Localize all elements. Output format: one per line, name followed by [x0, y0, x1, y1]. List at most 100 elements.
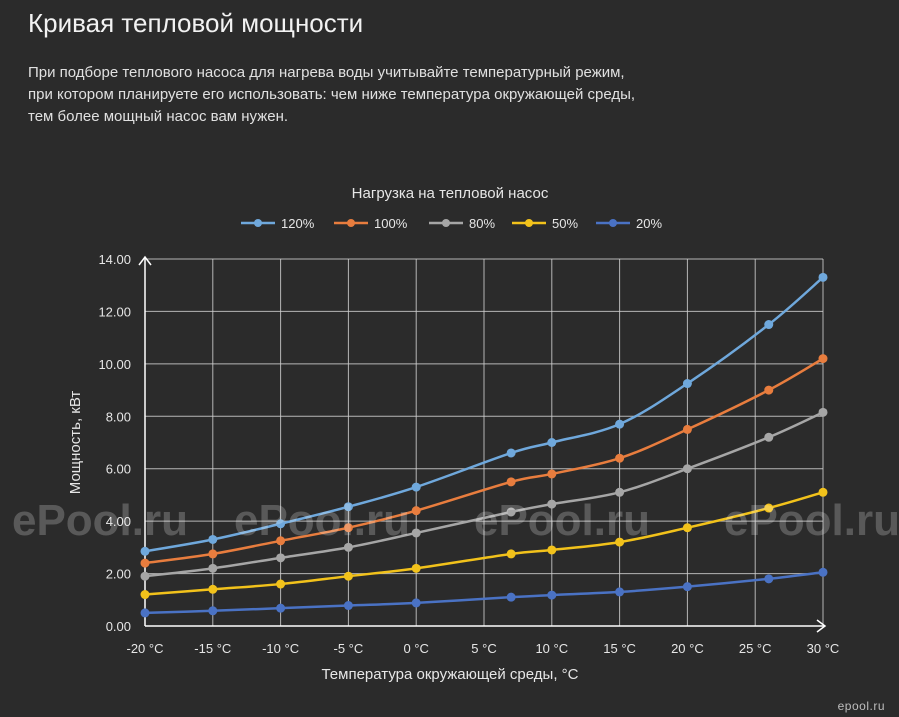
x-tick-label: -10 °C	[262, 641, 299, 656]
x-tick-label: -5 °C	[334, 641, 364, 656]
y-tick-label: 14.00	[98, 252, 131, 267]
intro-line: при котором планируете его использовать:…	[28, 86, 636, 103]
x-tick-label: 25 °C	[739, 641, 772, 656]
x-axis-arrow	[816, 619, 827, 633]
data-point	[140, 571, 150, 581]
x-tick-label: -20 °C	[127, 641, 164, 656]
x-tick-label: 5 °C	[471, 641, 496, 656]
data-point	[818, 354, 828, 364]
data-point	[764, 320, 774, 330]
data-point	[411, 528, 421, 538]
data-point	[411, 482, 421, 492]
data-point	[615, 537, 625, 547]
data-point	[343, 523, 353, 533]
data-point	[818, 487, 828, 497]
data-point	[615, 419, 625, 429]
data-point	[764, 503, 774, 513]
legend-swatch-marker	[442, 219, 450, 227]
data-point	[208, 584, 218, 594]
data-point	[506, 507, 516, 517]
legend-swatch-marker	[609, 219, 617, 227]
data-point	[208, 563, 218, 573]
data-point	[615, 453, 625, 463]
data-point	[547, 438, 557, 447]
watermark-text: ePool.ru	[234, 496, 410, 545]
data-point	[682, 424, 692, 434]
data-point	[682, 523, 692, 533]
x-axis-title: Температура окружающей среды, °С	[321, 666, 578, 683]
data-point	[818, 567, 828, 577]
data-point	[343, 542, 353, 552]
data-point	[276, 553, 286, 563]
data-point	[764, 432, 774, 442]
legend-swatch-marker	[254, 219, 262, 227]
watermark-text: ePool.ru	[724, 496, 899, 545]
site-mark: epool.ru	[837, 699, 885, 713]
data-point	[682, 379, 692, 389]
data-point	[208, 549, 218, 559]
data-point	[343, 502, 353, 512]
x-tick-label: 20 °C	[671, 641, 704, 656]
data-point	[547, 499, 557, 509]
y-axis-title: Мощность, кВт	[67, 391, 84, 495]
data-point	[411, 506, 421, 516]
data-point	[682, 582, 692, 592]
x-tick-label: 30 °C	[807, 641, 840, 656]
legend-swatch-marker	[347, 219, 355, 227]
data-point	[506, 592, 516, 602]
y-tick-label: 0.00	[106, 619, 131, 634]
watermark-text: ePool.ru	[12, 496, 188, 545]
legend-label: 100%	[374, 216, 408, 231]
y-tick-label: 8.00	[106, 409, 131, 424]
data-point	[506, 477, 516, 487]
legend-label: 80%	[469, 216, 495, 231]
data-point	[506, 549, 516, 559]
x-tick-label: 15 °C	[603, 641, 636, 656]
data-point	[208, 606, 218, 616]
data-point	[276, 603, 286, 613]
x-tick-label: 10 °C	[535, 641, 568, 656]
legend-swatch-marker	[525, 219, 533, 227]
data-point	[140, 590, 150, 600]
y-tick-label: 10.00	[98, 357, 131, 372]
y-tick-label: 2.00	[106, 567, 131, 582]
data-point	[615, 587, 625, 597]
data-point	[818, 272, 828, 282]
chart-title: Нагрузка на тепловой насос	[352, 185, 549, 202]
data-point	[343, 571, 353, 581]
data-point	[547, 590, 557, 600]
data-point	[276, 536, 286, 546]
data-point	[615, 487, 625, 497]
data-point	[140, 608, 150, 618]
data-point	[818, 407, 828, 417]
data-point	[411, 598, 421, 608]
intro-line: тем более мощный насос вам нужен.	[28, 108, 289, 125]
x-tick-label: -15 °C	[194, 641, 231, 656]
data-point	[547, 545, 557, 555]
data-point	[276, 519, 286, 529]
data-point	[276, 579, 286, 589]
data-point	[208, 534, 218, 544]
data-point	[411, 563, 421, 573]
legend-label: 120%	[281, 216, 315, 231]
x-tick-label: 0 °C	[403, 641, 428, 656]
intro-text: При подборе теплового насоса для нагрева…	[28, 62, 708, 128]
data-point	[764, 385, 774, 395]
intro-line: При подборе теплового насоса для нагрева…	[28, 64, 625, 81]
data-point	[506, 448, 516, 458]
y-tick-label: 12.00	[98, 304, 131, 319]
y-tick-label: 6.00	[106, 462, 131, 477]
watermark-text: ePool.ru	[474, 496, 650, 545]
data-point	[682, 464, 692, 474]
data-point	[764, 574, 774, 584]
y-tick-label: 4.00	[106, 514, 131, 529]
data-point	[140, 558, 150, 568]
page-title: Кривая тепловой мощности	[28, 8, 364, 38]
legend-label: 20%	[636, 216, 662, 231]
y-axis-arrow	[138, 255, 152, 266]
data-point	[547, 469, 557, 479]
data-point	[140, 546, 150, 556]
legend-label: 50%	[552, 216, 578, 231]
data-point	[343, 601, 353, 611]
